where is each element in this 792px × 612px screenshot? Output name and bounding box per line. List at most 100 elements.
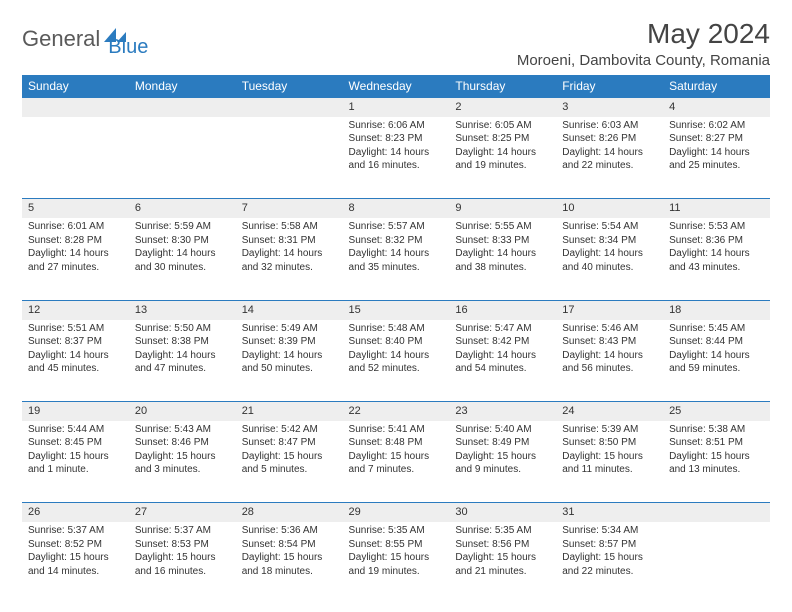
day-detail-cell: Sunrise: 5:34 AMSunset: 8:57 PMDaylight:… [556,522,663,604]
day-detail-cell: Sunrise: 5:35 AMSunset: 8:55 PMDaylight:… [343,522,450,604]
logo-text-general: General [22,26,100,52]
daylight-text-2: and 56 minutes. [562,362,657,376]
daylight-text-2: and 13 minutes. [669,463,764,477]
day-detail-cell: Sunrise: 5:50 AMSunset: 8:38 PMDaylight:… [129,320,236,402]
sunrise-text: Sunrise: 6:06 AM [349,119,444,133]
day-detail-cell: Sunrise: 5:58 AMSunset: 8:31 PMDaylight:… [236,218,343,300]
sunset-text: Sunset: 8:36 PM [669,234,764,248]
daylight-text-1: Daylight: 15 hours [242,450,337,464]
sunset-text: Sunset: 8:50 PM [562,436,657,450]
daylight-text-1: Daylight: 14 hours [669,247,764,261]
day-detail-cell: Sunrise: 6:05 AMSunset: 8:25 PMDaylight:… [449,117,556,199]
day-number-cell: 21 [236,402,343,421]
day-detail-cell: Sunrise: 5:54 AMSunset: 8:34 PMDaylight:… [556,218,663,300]
day-number-cell: 9 [449,199,556,218]
sunrise-text: Sunrise: 6:03 AM [562,119,657,133]
sunset-text: Sunset: 8:27 PM [669,132,764,146]
daylight-text-1: Daylight: 15 hours [455,551,550,565]
daylight-text-2: and 3 minutes. [135,463,230,477]
daylight-text-1: Daylight: 14 hours [562,247,657,261]
sunset-text: Sunset: 8:52 PM [28,538,123,552]
daylight-text-1: Daylight: 15 hours [28,450,123,464]
daylight-text-2: and 11 minutes. [562,463,657,477]
day-number-cell: 24 [556,402,663,421]
weekday-header-row: Sunday Monday Tuesday Wednesday Thursday… [22,75,770,98]
daylight-text-2: and 25 minutes. [669,159,764,173]
day-number-row: 12131415161718 [22,300,770,319]
sunset-text: Sunset: 8:28 PM [28,234,123,248]
sunrise-text: Sunrise: 5:40 AM [455,423,550,437]
sunset-text: Sunset: 8:57 PM [562,538,657,552]
day-detail-cell: Sunrise: 5:44 AMSunset: 8:45 PMDaylight:… [22,421,129,503]
daylight-text-1: Daylight: 14 hours [455,247,550,261]
sunset-text: Sunset: 8:56 PM [455,538,550,552]
day-number-cell: 18 [663,300,770,319]
daylight-text-2: and 5 minutes. [242,463,337,477]
sunset-text: Sunset: 8:39 PM [242,335,337,349]
sunrise-text: Sunrise: 5:45 AM [669,322,764,336]
day-number-cell: 30 [449,503,556,522]
weekday-header: Tuesday [236,75,343,98]
day-number-cell: 25 [663,402,770,421]
sunrise-text: Sunrise: 5:46 AM [562,322,657,336]
sunrise-text: Sunrise: 5:53 AM [669,220,764,234]
daylight-text-1: Daylight: 14 hours [135,349,230,363]
sunrise-text: Sunrise: 5:41 AM [349,423,444,437]
location-label: Moroeni, Dambovita County, Romania [517,52,770,69]
daylight-text-1: Daylight: 14 hours [455,349,550,363]
daylight-text-1: Daylight: 14 hours [28,247,123,261]
sunrise-text: Sunrise: 5:35 AM [455,524,550,538]
sunrise-text: Sunrise: 5:44 AM [28,423,123,437]
day-detail-row: Sunrise: 5:51 AMSunset: 8:37 PMDaylight:… [22,320,770,402]
daylight-text-2: and 1 minute. [28,463,123,477]
daylight-text-2: and 47 minutes. [135,362,230,376]
sunrise-text: Sunrise: 6:05 AM [455,119,550,133]
day-detail-row: Sunrise: 6:01 AMSunset: 8:28 PMDaylight:… [22,218,770,300]
daylight-text-1: Daylight: 14 hours [242,349,337,363]
daylight-text-1: Daylight: 14 hours [28,349,123,363]
sunrise-text: Sunrise: 5:39 AM [562,423,657,437]
day-number-cell: 20 [129,402,236,421]
day-detail-cell [663,522,770,604]
day-number-cell: 15 [343,300,450,319]
daylight-text-1: Daylight: 14 hours [455,146,550,160]
sunset-text: Sunset: 8:26 PM [562,132,657,146]
day-detail-cell [129,117,236,199]
calendar-table: Sunday Monday Tuesday Wednesday Thursday… [22,75,770,604]
daylight-text-2: and 18 minutes. [242,565,337,579]
day-detail-cell: Sunrise: 5:46 AMSunset: 8:43 PMDaylight:… [556,320,663,402]
sunset-text: Sunset: 8:49 PM [455,436,550,450]
daylight-text-2: and 50 minutes. [242,362,337,376]
sunset-text: Sunset: 8:54 PM [242,538,337,552]
sunrise-text: Sunrise: 5:48 AM [349,322,444,336]
day-number-cell: 16 [449,300,556,319]
daylight-text-2: and 38 minutes. [455,261,550,275]
day-number-cell: 5 [22,199,129,218]
day-number-cell: 26 [22,503,129,522]
sunset-text: Sunset: 8:37 PM [28,335,123,349]
sunset-text: Sunset: 8:48 PM [349,436,444,450]
sunrise-text: Sunrise: 5:37 AM [135,524,230,538]
day-number-cell: 23 [449,402,556,421]
day-detail-cell: Sunrise: 5:37 AMSunset: 8:52 PMDaylight:… [22,522,129,604]
daylight-text-1: Daylight: 14 hours [242,247,337,261]
day-number-cell: 10 [556,199,663,218]
sunrise-text: Sunrise: 5:34 AM [562,524,657,538]
day-detail-cell: Sunrise: 5:35 AMSunset: 8:56 PMDaylight:… [449,522,556,604]
sunrise-text: Sunrise: 6:02 AM [669,119,764,133]
day-number-cell: 31 [556,503,663,522]
daylight-text-2: and 45 minutes. [28,362,123,376]
sunrise-text: Sunrise: 5:49 AM [242,322,337,336]
day-detail-cell: Sunrise: 5:36 AMSunset: 8:54 PMDaylight:… [236,522,343,604]
sunrise-text: Sunrise: 5:51 AM [28,322,123,336]
daylight-text-2: and 7 minutes. [349,463,444,477]
daylight-text-1: Daylight: 15 hours [455,450,550,464]
daylight-text-2: and 19 minutes. [455,159,550,173]
sunrise-text: Sunrise: 5:35 AM [349,524,444,538]
daylight-text-2: and 27 minutes. [28,261,123,275]
weekday-header: Wednesday [343,75,450,98]
day-detail-cell: Sunrise: 5:41 AMSunset: 8:48 PMDaylight:… [343,421,450,503]
daylight-text-1: Daylight: 14 hours [669,349,764,363]
sunrise-text: Sunrise: 5:59 AM [135,220,230,234]
day-detail-cell [22,117,129,199]
